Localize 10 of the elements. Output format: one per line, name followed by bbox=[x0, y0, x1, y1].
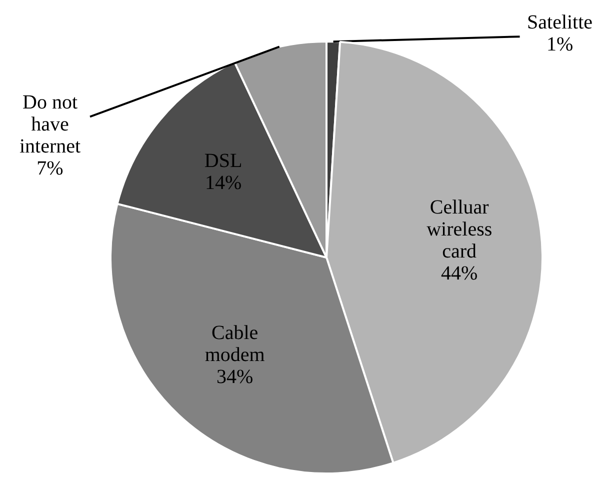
data-label: 1% bbox=[546, 34, 574, 56]
slice-label: Cable modem bbox=[204, 322, 266, 366]
slice-label: Satelitte bbox=[527, 12, 593, 34]
data-label: 7% bbox=[36, 158, 64, 180]
slice-label: Do not have internet bbox=[19, 92, 82, 158]
data-label: 44% bbox=[441, 262, 478, 285]
data-label: 14% bbox=[204, 172, 242, 194]
slice-label: DSL bbox=[204, 150, 242, 172]
data-label: 34% bbox=[216, 366, 254, 388]
slice-label: Celluar wireless card bbox=[426, 196, 492, 263]
